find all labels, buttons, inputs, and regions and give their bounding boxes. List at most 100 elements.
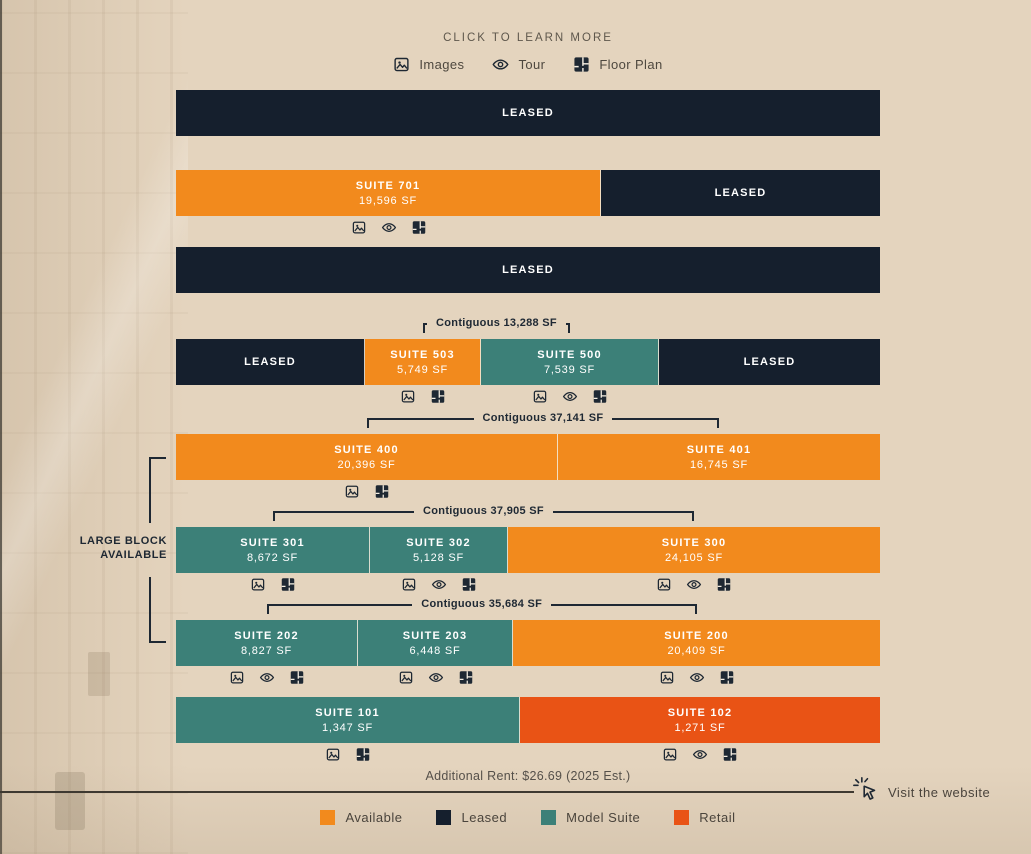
visit-website-label[interactable]: Visit the website (888, 785, 991, 800)
large-block-label-line1: LARGE BLOCK (79, 535, 167, 547)
tour-icon[interactable] (381, 220, 396, 235)
suite-202-block[interactable]: SUITE 202 8,827 SF (176, 620, 358, 666)
tour-icon[interactable] (562, 389, 578, 404)
contiguous-bracket: Contiguous 13,288 SF (423, 316, 571, 334)
images-icon[interactable] (345, 484, 360, 499)
floorplan-icon[interactable] (356, 747, 371, 762)
tour-icon[interactable] (689, 670, 704, 685)
suite-200-block[interactable]: SUITE 200 20,409 SF (513, 620, 880, 666)
bracket-line (267, 604, 413, 606)
images-icon[interactable] (401, 389, 416, 404)
images-icon[interactable] (533, 389, 548, 404)
suite-area: 16,745 SF (690, 458, 748, 471)
suite-500-block[interactable]: SUITE 500 7,539 SF (481, 339, 659, 385)
suite-503-block[interactable]: SUITE 503 5,749 SF (365, 339, 481, 385)
suite-label: SUITE 500 (537, 348, 602, 361)
leased-block: LEASED (176, 339, 365, 385)
images-icon[interactable] (663, 747, 678, 762)
suite-label: SUITE 102 (667, 706, 733, 719)
images-icon[interactable] (351, 220, 366, 235)
cta-label: CLICK TO LEARN MORE (443, 32, 613, 44)
contiguous-label: Contiguous 37,141 SF (482, 412, 604, 424)
tour-icon[interactable] (431, 577, 447, 592)
model-swatch (541, 810, 557, 825)
suite-label: SUITE 300 (661, 536, 727, 549)
suite-301-icon-group (251, 577, 296, 592)
legend-label: Available (345, 810, 403, 825)
cursor-click-icon (852, 775, 882, 810)
leased-block: LEASED (176, 247, 880, 293)
legend-label: Retail (699, 810, 736, 825)
suite-icons-row (176, 220, 880, 236)
legend-label: Leased (461, 810, 508, 825)
suite-202-icon-group (230, 670, 305, 685)
suite-area: 5,128 SF (412, 551, 465, 564)
visit-website-link[interactable]: Visit the website (852, 775, 990, 810)
legend-item-model: Model Suite (541, 810, 640, 825)
images-icon[interactable] (659, 670, 674, 685)
suite-label: SUITE 302 (406, 536, 471, 549)
tour-icon[interactable] (259, 670, 275, 685)
suite-101-icon-group (326, 747, 371, 762)
images-icon (393, 56, 410, 73)
large-block-bracket-bottom (149, 577, 166, 643)
images-icon[interactable] (402, 577, 417, 592)
suite-area: 20,409 SF (667, 644, 726, 657)
floorplan-icon[interactable] (431, 389, 446, 404)
suite-500-icon-group (533, 389, 608, 404)
tour-icon[interactable] (428, 670, 443, 685)
suite-301-block[interactable]: SUITE 301 8,672 SF (176, 527, 370, 573)
suite-area: 7,539 SF (543, 363, 596, 376)
legend-item-available: Available (320, 810, 402, 825)
floorplan-icon[interactable] (717, 577, 732, 592)
suite-300-block[interactable]: SUITE 300 24,105 SF (508, 527, 880, 573)
floorplan-icon[interactable] (593, 389, 608, 404)
suite-area: 1,347 SF (321, 721, 374, 734)
suite-400-block[interactable]: SUITE 400 20,396 SF (176, 434, 558, 480)
tour-icon[interactable] (686, 577, 702, 592)
floorplan-icon[interactable] (458, 670, 473, 685)
suite-label: LEASED (714, 187, 767, 199)
floorplan-icon[interactable] (411, 220, 426, 235)
bracket-line (565, 323, 571, 325)
images-icon[interactable] (326, 747, 341, 762)
suite-label: LEASED (743, 356, 796, 368)
images-icon[interactable] (657, 577, 672, 592)
floorplan-icon[interactable] (281, 577, 296, 592)
floorplan-icon[interactable] (375, 484, 390, 499)
suite-label: SUITE 401 (686, 443, 752, 456)
suite-401-block[interactable]: SUITE 401 16,745 SF (558, 434, 880, 480)
suite-area: 8,827 SF (240, 644, 293, 657)
suite-203-icon-group (398, 670, 473, 685)
large-block-bracket-top (149, 457, 166, 523)
floorplan-icon (573, 56, 590, 73)
tour-icon[interactable] (692, 747, 708, 762)
floorplan-icon[interactable] (462, 577, 477, 592)
floor-row-floor-6: LEASED (176, 247, 880, 293)
suite-200-icon-group (659, 670, 734, 685)
suite-area: 19,596 SF (359, 194, 417, 207)
suite-701-block[interactable]: SUITE 701 19,596 SF (176, 170, 601, 216)
bracket-line (367, 418, 474, 420)
photo-edge-line (0, 0, 2, 854)
leased-block: LEASED (176, 90, 880, 136)
suite-203-block[interactable]: SUITE 203 6,448 SF (358, 620, 513, 666)
suite-label: SUITE 400 (334, 443, 399, 456)
suite-302-block[interactable]: SUITE 302 5,128 SF (370, 527, 508, 573)
suite-icons-row (176, 747, 880, 763)
images-icon[interactable] (398, 670, 413, 685)
images-icon[interactable] (230, 670, 245, 685)
icon-legend-item: Floor Plan (573, 56, 662, 73)
suite-area: 1,271 SF (674, 721, 726, 734)
suite-label: SUITE 200 (664, 629, 729, 642)
floorplan-icon[interactable] (290, 670, 305, 685)
floorplan-icon[interactable] (719, 670, 734, 685)
suite-701-icon-group (351, 220, 426, 235)
floorplan-icon[interactable] (723, 747, 738, 762)
suite-101-block[interactable]: SUITE 101 1,347 SF (176, 697, 520, 743)
images-icon[interactable] (251, 577, 266, 592)
suite-area: 6,448 SF (409, 644, 461, 657)
icon-legend: Images Tour Floor Plan (176, 56, 880, 73)
suite-102-block[interactable]: SUITE 102 1,271 SF (520, 697, 880, 743)
suite-area: 5,749 SF (396, 363, 449, 376)
